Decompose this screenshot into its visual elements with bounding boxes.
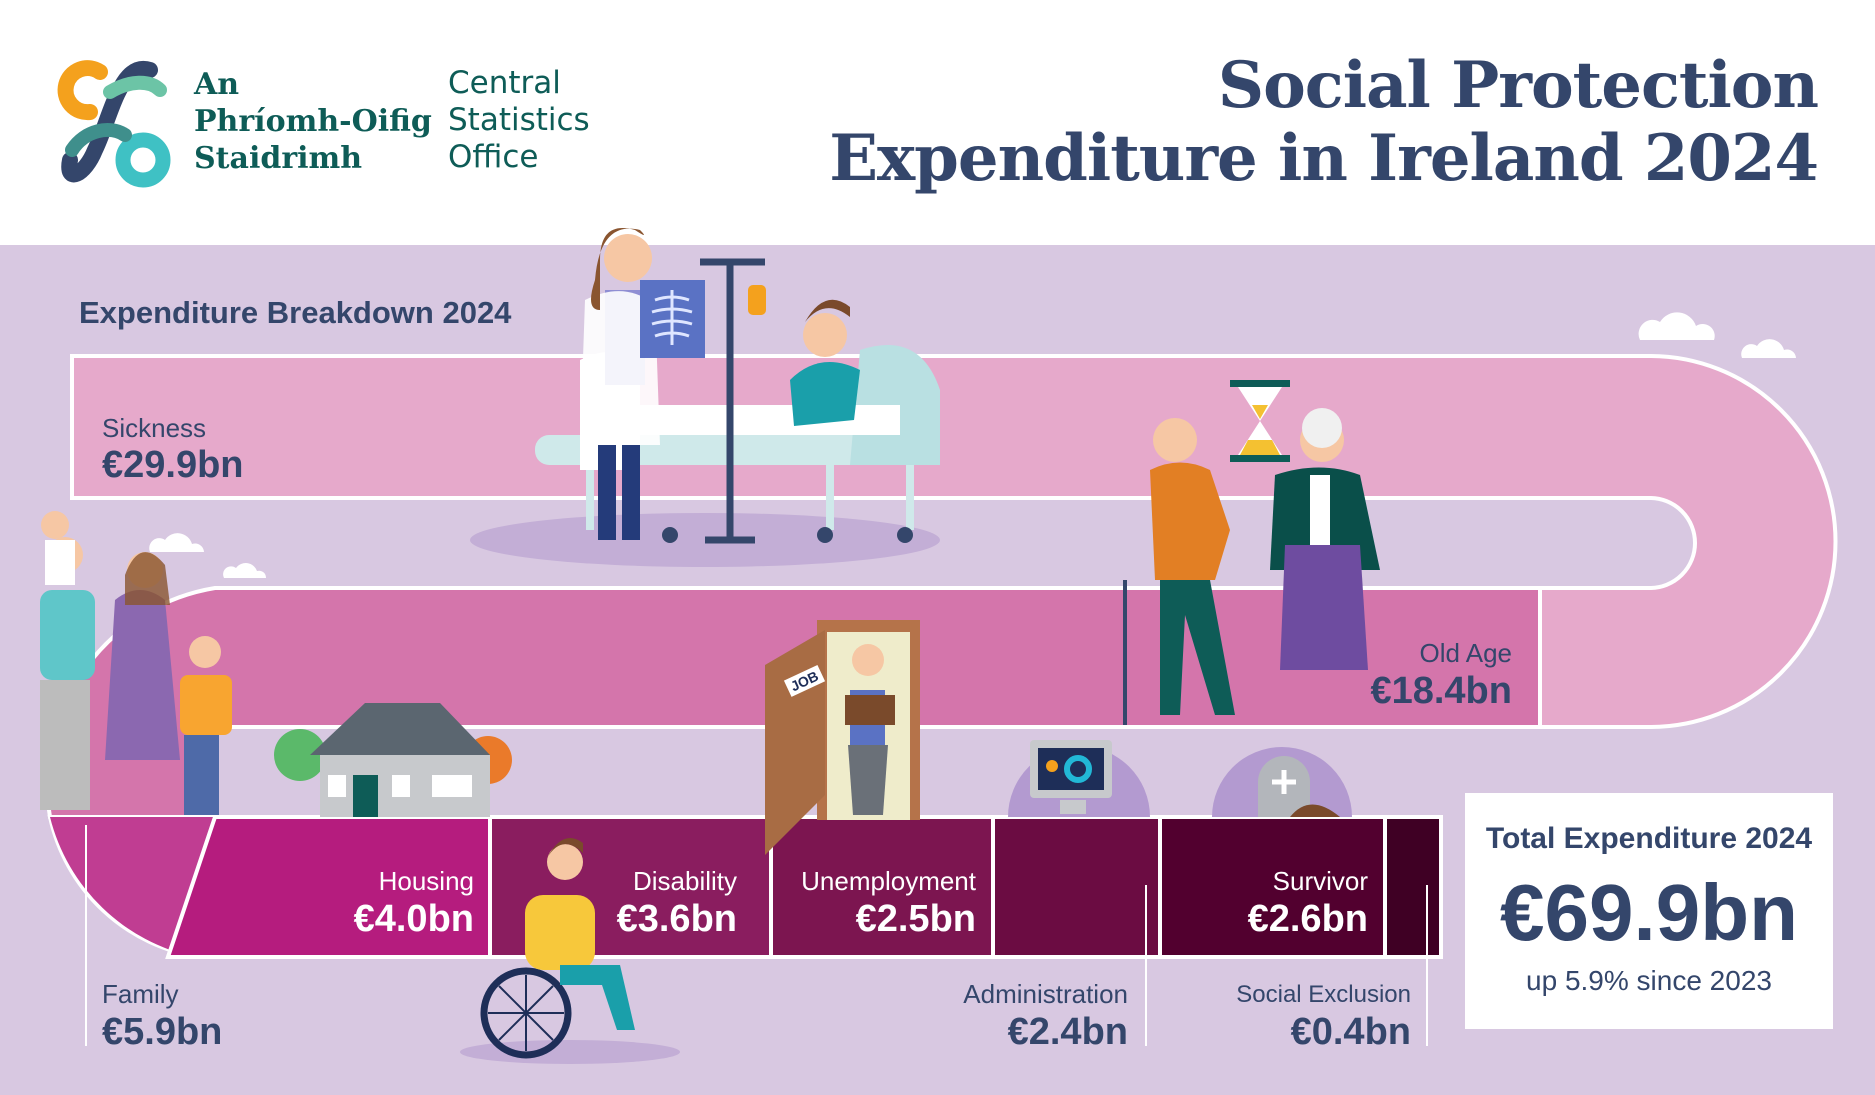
survivor-label: Survivor — [1272, 866, 1368, 896]
sickness-band — [70, 354, 1838, 729]
logo-irish-line-1: An — [194, 67, 240, 102]
family-illustration — [40, 511, 232, 815]
family-label: Family — [102, 979, 179, 1009]
total-change: up 5.9% since 2023 — [1526, 965, 1772, 996]
family-value: €5.9bn — [102, 1011, 223, 1053]
administration-value: €2.4bn — [1007, 1011, 1128, 1053]
old-age-label: Old Age — [1419, 638, 1512, 668]
total-label: Total Expenditure 2024 — [1485, 822, 1813, 855]
hospital-bed-illustration — [470, 228, 940, 567]
logo-english-line-2: Statistics — [448, 102, 590, 138]
social-exclusion-label: Social Exclusion — [1236, 981, 1411, 1008]
leader-lines — [85, 825, 1428, 1046]
wheelchair-user-illustration — [460, 838, 680, 1064]
survivor-value: €2.6bn — [1247, 898, 1368, 940]
elderly-couple-illustration — [1123, 380, 1380, 725]
gravestone-illustration — [1212, 747, 1352, 817]
logo-english-line-1: Central — [448, 65, 561, 101]
computer-illustration — [1008, 740, 1150, 817]
social-exclusion-segment — [1383, 815, 1443, 959]
disability-value: €3.6bn — [616, 898, 737, 940]
section-title: Expenditure Breakdown 2024 — [79, 295, 512, 330]
job-door-illustration — [765, 620, 920, 855]
administration-label: Administration — [963, 979, 1128, 1009]
disability-label: Disability — [632, 866, 737, 896]
sickness-label: Sickness — [102, 413, 207, 443]
administration-segment — [991, 815, 1162, 959]
old-age-value: €18.4bn — [1370, 670, 1512, 712]
header — [0, 0, 1875, 245]
logo-irish-line-3: Staidrimh — [194, 141, 363, 176]
total-expenditure-card: Total Expenditure 2024 €69.9bn up 5.9% s… — [1465, 793, 1833, 1029]
page-title-line-1: Social Protection — [1217, 48, 1819, 123]
social-exclusion-value: €0.4bn — [1290, 1011, 1411, 1053]
unemployment-label: Unemployment — [801, 866, 976, 896]
logo-english-line-3: Office — [448, 139, 539, 175]
unemployment-value: €2.5bn — [855, 898, 976, 940]
housing-label: Housing — [378, 866, 474, 896]
logo-irish-line-2: Phríomh-Oifig — [194, 104, 432, 139]
family-segment-fill — [50, 817, 215, 957]
cloud-icon — [149, 312, 1796, 578]
sickness-value: €29.9bn — [102, 444, 244, 486]
total-value: €69.9bn — [1500, 868, 1798, 957]
cso-logo-icon — [57, 60, 171, 188]
house-illustration — [274, 703, 512, 817]
housing-value: €4.0bn — [353, 898, 474, 940]
page-title-line-2: Expenditure in Ireland 2024 — [829, 121, 1819, 196]
